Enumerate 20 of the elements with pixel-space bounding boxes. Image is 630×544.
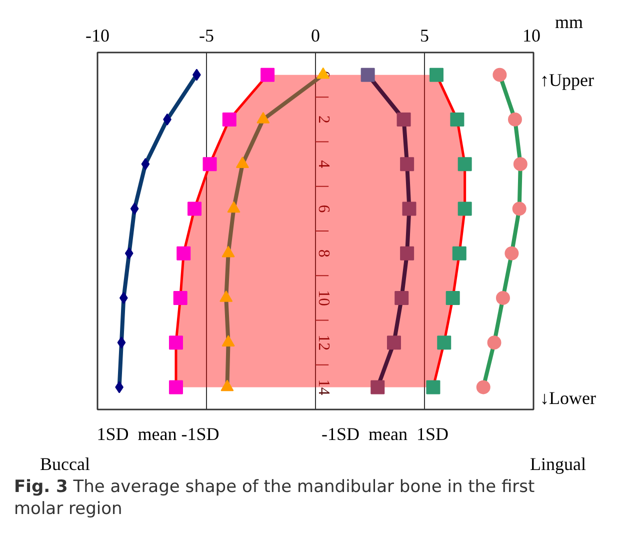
x-tick-label: -5: [199, 26, 214, 46]
y-tick-label: 8: [314, 249, 332, 258]
y-tick-label: 14: [314, 379, 332, 396]
caption: Fig. 3 The average shape of the mandibular bone in the first molar region: [14, 476, 536, 520]
y-tick-label: 12: [314, 334, 332, 351]
text: Buccal: [40, 454, 90, 474]
y-tick-label: 10: [314, 290, 332, 306]
x-axis-title: mm: [555, 12, 584, 32]
x-tick-label: 5: [420, 26, 429, 46]
text: 1SD mean -1SD: [96, 424, 220, 444]
x-tick-label: 10: [522, 26, 540, 46]
text: ↑Upper: [540, 70, 594, 90]
y-tick-label: 6: [314, 204, 332, 213]
text: ↓Lower: [540, 388, 596, 408]
text: Lingual: [530, 454, 586, 474]
y-tick-label: 4: [314, 160, 332, 168]
text: -1SD mean 1SD: [322, 424, 448, 444]
y-tick-label: 2: [314, 115, 332, 124]
x-tick-label: 0: [311, 26, 320, 46]
x-tick-label: -10: [86, 26, 110, 46]
